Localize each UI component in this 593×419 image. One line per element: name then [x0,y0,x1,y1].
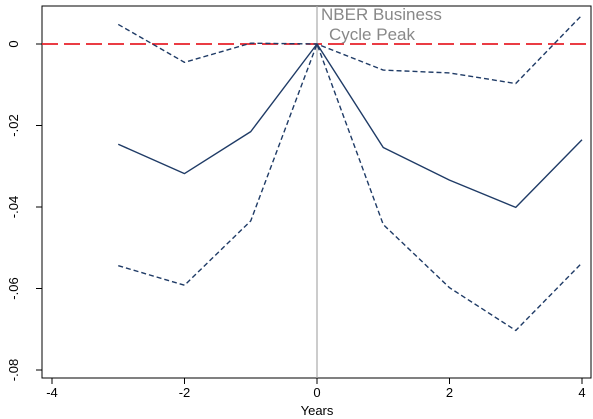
x-tick-label: 2 [446,385,453,400]
y-tick-label: -.06 [6,277,21,299]
series-line-lower-bound [118,43,583,332]
x-tick-label: 0 [313,385,320,400]
series-line-upper-bound [117,14,583,85]
x-axis-title: Years [301,403,334,418]
series-line-estimate [117,43,583,209]
x-tick-label: -2 [179,385,191,400]
x-tick-label: 4 [578,385,585,400]
annotation-line-1: NBER Business [321,5,442,24]
annotation-line-2: Cycle Peak [329,25,415,44]
y-tick-label: -.02 [6,114,21,136]
y-tick-label: -.04 [6,196,21,218]
y-tick-label: -.08 [6,359,21,381]
y-tick-label: 0 [6,40,21,47]
x-tick-label: -4 [46,385,58,400]
